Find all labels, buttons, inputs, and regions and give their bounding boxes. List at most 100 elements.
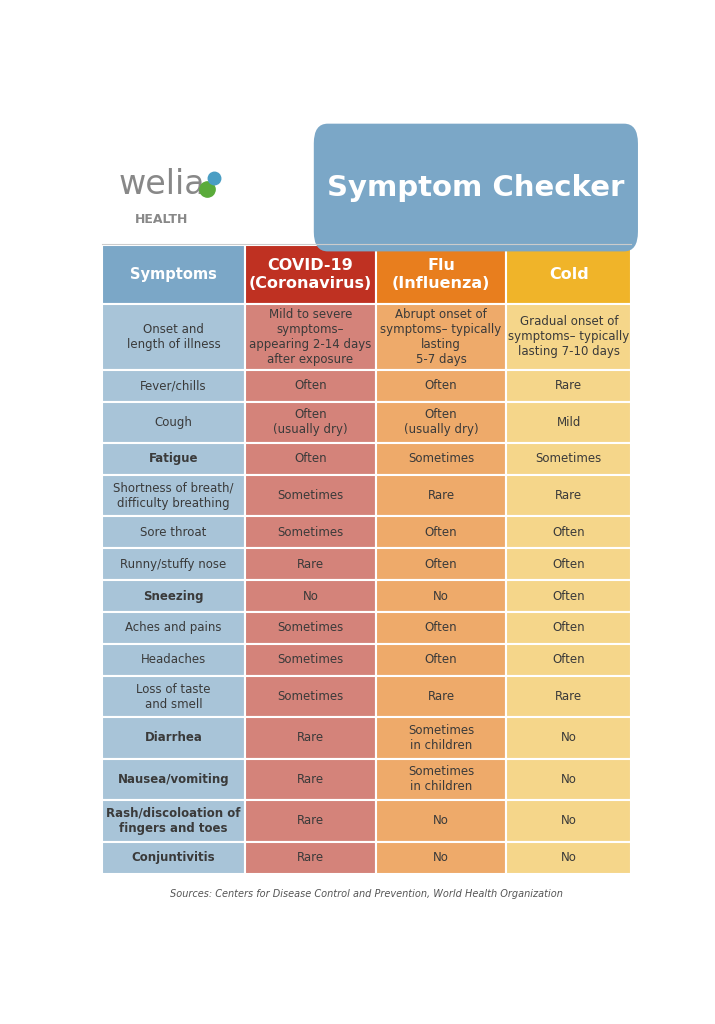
FancyBboxPatch shape bbox=[245, 612, 376, 644]
Text: Often: Often bbox=[553, 653, 585, 667]
FancyBboxPatch shape bbox=[102, 644, 245, 676]
Text: HEALTH: HEALTH bbox=[134, 213, 188, 225]
Text: Sometimes
in children: Sometimes in children bbox=[408, 724, 474, 752]
FancyBboxPatch shape bbox=[376, 759, 506, 800]
Text: Sometimes: Sometimes bbox=[277, 622, 344, 635]
Text: No: No bbox=[561, 851, 577, 864]
FancyBboxPatch shape bbox=[376, 370, 506, 401]
Text: Headaches: Headaches bbox=[141, 653, 206, 667]
FancyBboxPatch shape bbox=[102, 475, 245, 516]
Text: Sometimes: Sometimes bbox=[277, 525, 344, 539]
FancyBboxPatch shape bbox=[376, 842, 506, 873]
Text: No: No bbox=[433, 814, 449, 827]
Text: Rare: Rare bbox=[555, 489, 582, 502]
FancyBboxPatch shape bbox=[245, 443, 376, 475]
Text: No: No bbox=[561, 731, 577, 744]
Text: Often: Often bbox=[553, 558, 585, 570]
FancyBboxPatch shape bbox=[376, 644, 506, 676]
FancyBboxPatch shape bbox=[245, 717, 376, 759]
FancyBboxPatch shape bbox=[245, 548, 376, 581]
Text: Sometimes: Sometimes bbox=[277, 690, 344, 703]
Text: Symptom Checker: Symptom Checker bbox=[327, 173, 625, 202]
FancyBboxPatch shape bbox=[245, 516, 376, 548]
FancyBboxPatch shape bbox=[102, 370, 245, 401]
Text: welia: welia bbox=[118, 168, 204, 201]
Text: Runny/stuffy nose: Runny/stuffy nose bbox=[120, 558, 227, 570]
Text: Mild: Mild bbox=[556, 416, 581, 429]
Text: Often: Often bbox=[425, 525, 458, 539]
Text: Often
(usually dry): Often (usually dry) bbox=[273, 409, 347, 436]
FancyBboxPatch shape bbox=[376, 676, 506, 717]
Text: No: No bbox=[561, 814, 577, 827]
FancyBboxPatch shape bbox=[506, 443, 631, 475]
FancyBboxPatch shape bbox=[245, 800, 376, 842]
FancyBboxPatch shape bbox=[102, 800, 245, 842]
Text: Abrupt onset of
symptoms– typically
lasting
5-7 days: Abrupt onset of symptoms– typically last… bbox=[380, 308, 502, 366]
Text: Often: Often bbox=[425, 558, 458, 570]
FancyBboxPatch shape bbox=[102, 759, 245, 800]
Text: Often: Often bbox=[553, 622, 585, 635]
Text: Sometimes: Sometimes bbox=[277, 489, 344, 502]
FancyBboxPatch shape bbox=[245, 759, 376, 800]
Text: Rare: Rare bbox=[555, 690, 582, 703]
FancyBboxPatch shape bbox=[506, 612, 631, 644]
FancyBboxPatch shape bbox=[376, 245, 506, 304]
FancyBboxPatch shape bbox=[376, 548, 506, 581]
FancyBboxPatch shape bbox=[506, 676, 631, 717]
Text: Sore throat: Sore throat bbox=[140, 525, 207, 539]
FancyBboxPatch shape bbox=[506, 516, 631, 548]
Text: Fever/chills: Fever/chills bbox=[140, 379, 207, 392]
FancyBboxPatch shape bbox=[506, 717, 631, 759]
Text: Conjuntivitis: Conjuntivitis bbox=[132, 851, 215, 864]
FancyBboxPatch shape bbox=[102, 548, 245, 581]
FancyBboxPatch shape bbox=[102, 245, 245, 304]
Text: Rash/discoloation of
fingers and toes: Rash/discoloation of fingers and toes bbox=[107, 807, 241, 835]
FancyBboxPatch shape bbox=[506, 370, 631, 401]
FancyBboxPatch shape bbox=[102, 304, 245, 370]
FancyBboxPatch shape bbox=[245, 676, 376, 717]
Text: Symptoms: Symptoms bbox=[130, 267, 217, 283]
FancyBboxPatch shape bbox=[245, 370, 376, 401]
Text: Sometimes: Sometimes bbox=[277, 653, 344, 667]
FancyBboxPatch shape bbox=[245, 644, 376, 676]
Text: COVID-19
(Coronavirus): COVID-19 (Coronavirus) bbox=[249, 258, 373, 291]
Text: Onset and
length of illness: Onset and length of illness bbox=[127, 323, 220, 351]
Text: Gradual onset of
symptoms– typically
lasting 7-10 days: Gradual onset of symptoms– typically las… bbox=[508, 315, 629, 358]
Text: Rare: Rare bbox=[297, 851, 324, 864]
Text: Sometimes
in children: Sometimes in children bbox=[408, 765, 474, 794]
FancyBboxPatch shape bbox=[506, 548, 631, 581]
FancyBboxPatch shape bbox=[102, 581, 245, 612]
Text: Often: Often bbox=[553, 590, 585, 602]
Text: Sneezing: Sneezing bbox=[143, 590, 204, 602]
FancyBboxPatch shape bbox=[245, 581, 376, 612]
Text: Cough: Cough bbox=[154, 416, 192, 429]
FancyBboxPatch shape bbox=[506, 644, 631, 676]
Text: Often: Often bbox=[294, 453, 327, 466]
Text: Rare: Rare bbox=[297, 814, 324, 827]
FancyBboxPatch shape bbox=[245, 842, 376, 873]
FancyBboxPatch shape bbox=[506, 245, 631, 304]
FancyBboxPatch shape bbox=[314, 124, 638, 252]
FancyBboxPatch shape bbox=[506, 401, 631, 443]
Text: Diarrhea: Diarrhea bbox=[144, 731, 202, 744]
FancyBboxPatch shape bbox=[102, 717, 245, 759]
Text: Nausea/vomiting: Nausea/vomiting bbox=[118, 773, 230, 786]
FancyBboxPatch shape bbox=[376, 401, 506, 443]
Text: Often: Often bbox=[425, 622, 458, 635]
Text: Often: Often bbox=[294, 379, 327, 392]
FancyBboxPatch shape bbox=[245, 475, 376, 516]
Text: Cold: Cold bbox=[549, 267, 588, 283]
FancyBboxPatch shape bbox=[245, 245, 376, 304]
FancyBboxPatch shape bbox=[376, 612, 506, 644]
FancyBboxPatch shape bbox=[506, 475, 631, 516]
Text: Rare: Rare bbox=[297, 773, 324, 786]
Text: Rare: Rare bbox=[428, 690, 455, 703]
FancyBboxPatch shape bbox=[102, 676, 245, 717]
FancyBboxPatch shape bbox=[376, 800, 506, 842]
Text: Fatigue: Fatigue bbox=[149, 453, 198, 466]
Text: Shortness of breath/
difficulty breathing: Shortness of breath/ difficulty breathin… bbox=[113, 481, 234, 510]
Text: Rare: Rare bbox=[428, 489, 455, 502]
Text: Sometimes: Sometimes bbox=[536, 453, 602, 466]
Text: No: No bbox=[433, 590, 449, 602]
FancyBboxPatch shape bbox=[102, 842, 245, 873]
